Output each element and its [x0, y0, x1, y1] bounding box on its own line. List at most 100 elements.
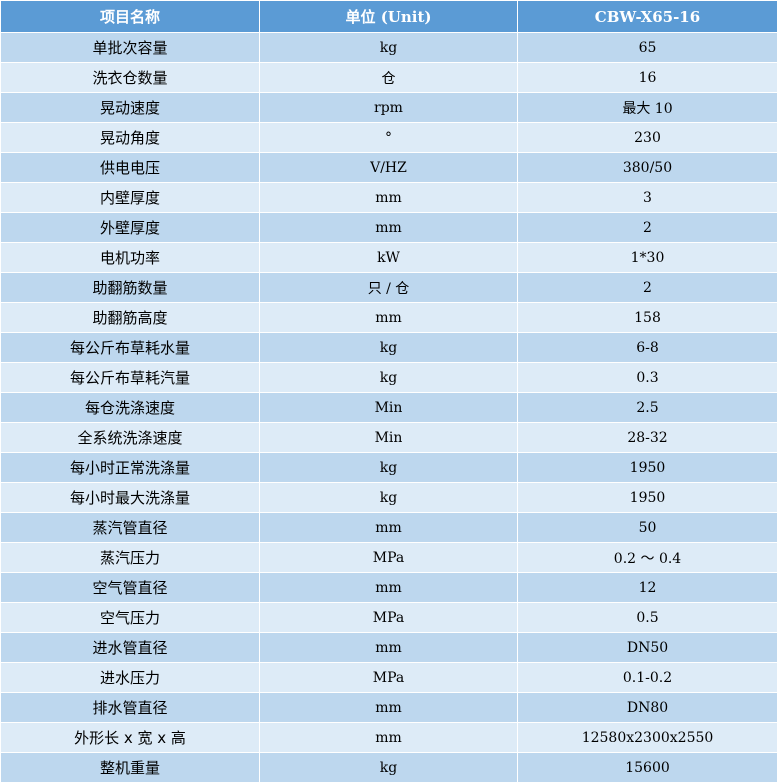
- unit-cell: rpm: [259, 92, 518, 123]
- value-cell: 230: [517, 122, 778, 153]
- item-cell: 晃动速度: [0, 92, 260, 123]
- unit-cell: kg: [259, 752, 518, 783]
- table-row: 每小时最大洗涤量 kg 1950: [0, 482, 778, 513]
- item-cell: 助翻筋数量: [0, 272, 260, 303]
- table-row: 进水压力 MPa 0.1-0.2: [0, 662, 778, 693]
- value-cell: 6-8: [517, 332, 778, 363]
- item-cell: 排水管直径: [0, 692, 260, 723]
- item-cell: 外壁厚度: [0, 212, 260, 243]
- value-cell: 15600: [517, 752, 778, 783]
- item-cell: 每仓洗涤速度: [0, 392, 260, 423]
- item-cell: 每公斤布草耗水量: [0, 332, 260, 363]
- unit-cell: V/HZ: [259, 152, 518, 183]
- value-cell: 1950: [517, 452, 778, 483]
- value-cell: 0.1-0.2: [517, 662, 778, 693]
- unit-cell: kW: [259, 242, 518, 273]
- value-cell: 1950: [517, 482, 778, 513]
- table-row: 外壁厚度 mm 2: [0, 212, 778, 243]
- table-row: 内壁厚度 mm 3: [0, 182, 778, 213]
- item-cell: 蒸汽管直径: [0, 512, 260, 543]
- item-cell: 进水压力: [0, 662, 260, 693]
- value-cell: 2: [517, 212, 778, 243]
- value-cell: 3: [517, 182, 778, 213]
- table-row: 外形长 x 宽 x 高 mm 12580x2300x2550: [0, 722, 778, 753]
- unit-cell: MPa: [259, 542, 518, 573]
- item-cell: 空气压力: [0, 602, 260, 633]
- value-cell: 2.5: [517, 392, 778, 423]
- item-cell: 外形长 x 宽 x 高: [0, 722, 260, 753]
- unit-cell: mm: [259, 722, 518, 753]
- value-cell: 380/50: [517, 152, 778, 183]
- unit-cell: mm: [259, 182, 518, 213]
- item-cell: 每公斤布草耗汽量: [0, 362, 260, 393]
- value-cell: 28-32: [517, 422, 778, 453]
- unit-cell: mm: [259, 632, 518, 663]
- table-row: 排水管直径 mm DN80: [0, 692, 778, 723]
- item-cell: 单批次容量: [0, 32, 260, 63]
- item-cell: 每小时最大洗涤量: [0, 482, 260, 513]
- value-cell: 12: [517, 572, 778, 603]
- table-row: 空气压力 MPa 0.5: [0, 602, 778, 633]
- table-row: 全系统洗涤速度 Min 28-32: [0, 422, 778, 453]
- value-cell: 1*30: [517, 242, 778, 273]
- header-item: 项目名称: [0, 0, 260, 33]
- table-row: 供电电压 V/HZ 380/50: [0, 152, 778, 183]
- table-row: 整机重量 kg 15600: [0, 752, 778, 783]
- value-cell: 0.3: [517, 362, 778, 393]
- table-row: 蒸汽压力 MPa 0.2 ～ 0.4: [0, 542, 778, 573]
- unit-cell: mm: [259, 512, 518, 543]
- item-cell: 供电电压: [0, 152, 260, 183]
- header-model: CBW-X65-16: [517, 0, 778, 33]
- unit-cell: kg: [259, 362, 518, 393]
- unit-cell: 只 / 仓: [259, 272, 518, 303]
- table-row: 每小时正常洗涤量 kg 1950: [0, 452, 778, 483]
- unit-cell: MPa: [259, 602, 518, 633]
- unit-cell: Min: [259, 422, 518, 453]
- table-row: 蒸汽管直径 mm 50: [0, 512, 778, 543]
- unit-cell: kg: [259, 482, 518, 513]
- value-cell: 最大 10: [517, 92, 778, 123]
- unit-cell: kg: [259, 32, 518, 63]
- table-row: 晃动速度 rpm 最大 10: [0, 92, 778, 123]
- item-cell: 每小时正常洗涤量: [0, 452, 260, 483]
- item-cell: 电机功率: [0, 242, 260, 273]
- value-cell: DN50: [517, 632, 778, 663]
- value-cell: 158: [517, 302, 778, 333]
- unit-cell: kg: [259, 332, 518, 363]
- unit-cell: mm: [259, 692, 518, 723]
- table-row: 每公斤布草耗汽量 kg 0.3: [0, 362, 778, 393]
- table-row: 电机功率 kW 1*30: [0, 242, 778, 273]
- header-unit: 单位 (Unit): [259, 0, 518, 33]
- table-row: 进水管直径 mm DN50: [0, 632, 778, 663]
- value-cell: 2: [517, 272, 778, 303]
- table-row: 空气管直径 mm 12: [0, 572, 778, 603]
- table-row: 单批次容量 kg 65: [0, 32, 778, 63]
- value-cell: 65: [517, 32, 778, 63]
- item-cell: 进水管直径: [0, 632, 260, 663]
- unit-cell: kg: [259, 452, 518, 483]
- unit-cell: Min: [259, 392, 518, 423]
- value-cell: DN80: [517, 692, 778, 723]
- table-row: 助翻筋高度 mm 158: [0, 302, 778, 333]
- unit-cell: MPa: [259, 662, 518, 693]
- value-cell: 16: [517, 62, 778, 93]
- table-row: 洗衣仓数量仓 16: [0, 62, 778, 93]
- value-cell: 50: [517, 512, 778, 543]
- unit-cell: mm: [259, 572, 518, 603]
- item-cell: 整机重量: [0, 752, 260, 783]
- table-body: 单批次容量 kg 65 洗衣仓数量仓 16 晃动速度 rpm 最大 10 晃动角度 ° 230 供电电…: [0, 32, 778, 783]
- unit-cell: mm: [259, 302, 518, 333]
- item-cell: 空气管直径: [0, 572, 260, 603]
- value-cell: 0.2 ～ 0.4: [517, 542, 778, 573]
- item-cell: 蒸汽压力: [0, 542, 260, 573]
- table-row: 晃动角度 ° 230: [0, 122, 778, 153]
- table-row: 每仓洗涤速度 Min 2.5: [0, 392, 778, 423]
- item-cell: 洗衣仓数量: [0, 62, 260, 93]
- unit-cell: 仓: [259, 62, 518, 93]
- value-cell: 12580x2300x2550: [517, 722, 778, 753]
- unit-cell: °: [259, 122, 518, 153]
- table-row: 每公斤布草耗水量 kg 6-8: [0, 332, 778, 363]
- value-cell: 0.5: [517, 602, 778, 633]
